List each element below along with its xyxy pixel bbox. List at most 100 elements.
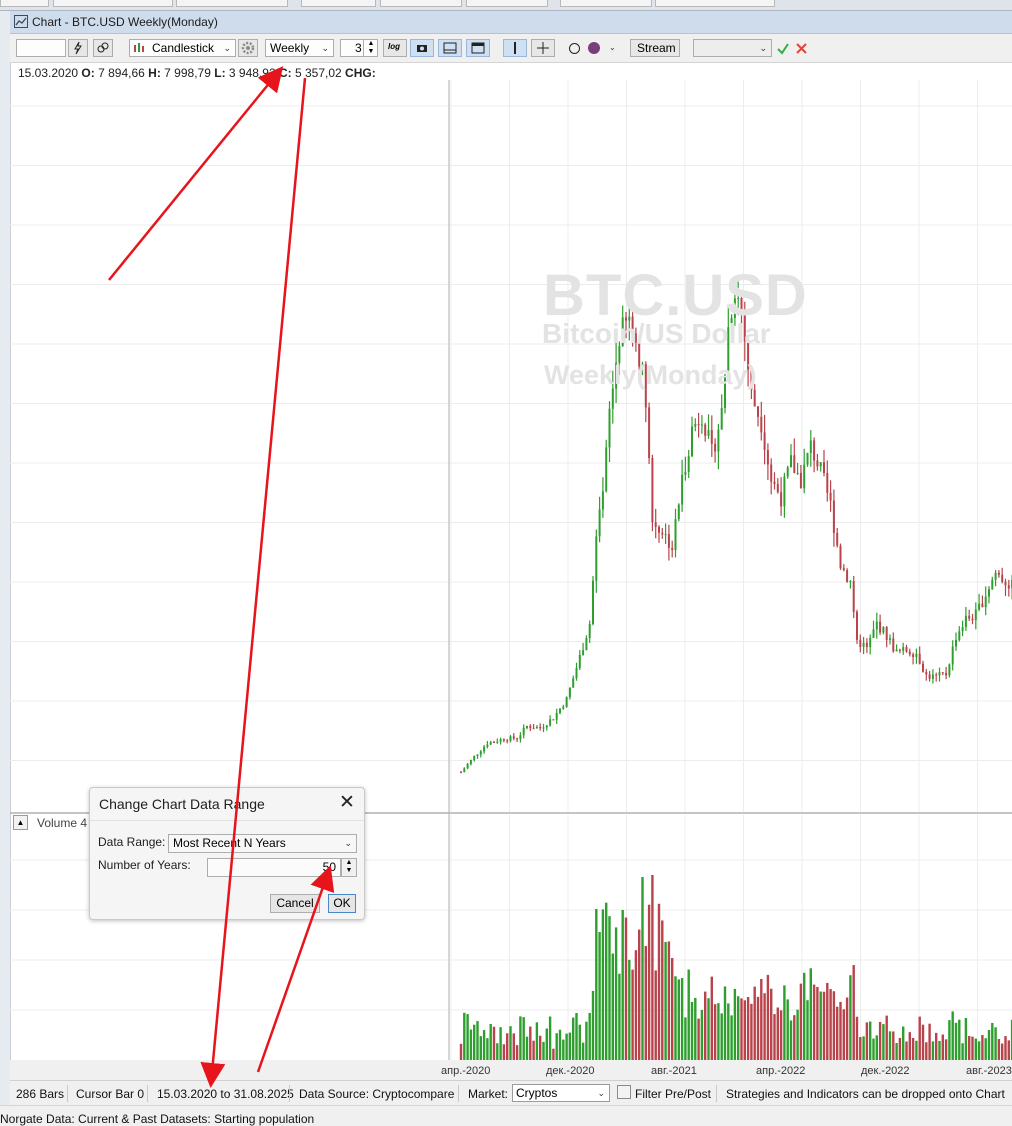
candle-body xyxy=(509,736,512,741)
chart-window-title-bar[interactable]: Chart - BTC.USD Weekly(Monday) xyxy=(10,11,1012,34)
stream-button[interactable]: Stream xyxy=(630,39,680,57)
filter-pre-post-checkbox[interactable] xyxy=(617,1085,631,1099)
volume-bar xyxy=(525,1036,529,1060)
volume-bar xyxy=(542,1041,545,1060)
volume-bar xyxy=(991,1022,994,1060)
candle-body xyxy=(526,725,528,728)
pane-top-button[interactable] xyxy=(466,39,490,57)
data-range-select[interactable]: Most Recent N Years ⌄ xyxy=(168,834,357,853)
years-spinner[interactable]: ▲ ▼ xyxy=(341,858,357,877)
volume-bar xyxy=(763,993,766,1060)
crosshair-button[interactable] xyxy=(531,39,555,57)
top-tab[interactable] xyxy=(0,0,49,7)
symbol-input[interactable] xyxy=(16,39,66,57)
chart-style-select[interactable]: Candlestick ⌄ xyxy=(129,39,236,57)
volume-bar xyxy=(776,1007,779,1060)
volume-bar xyxy=(522,1017,525,1060)
close-x-icon[interactable] xyxy=(794,41,810,56)
vertical-cursor-button[interactable] xyxy=(503,39,527,57)
camera-button[interactable] xyxy=(410,39,434,57)
candle-body xyxy=(661,532,664,535)
candle-body xyxy=(803,464,806,489)
chart-style-settings-button[interactable] xyxy=(238,39,258,57)
top-tab[interactable] xyxy=(53,0,173,7)
candle-body xyxy=(938,672,941,676)
volume-bar xyxy=(944,1039,948,1060)
top-tab[interactable] xyxy=(176,0,288,7)
volume-bar xyxy=(997,1038,1001,1060)
x-tick-label: авг.-2021 xyxy=(651,1065,697,1077)
top-tab[interactable] xyxy=(655,0,775,7)
volume-bar xyxy=(506,1033,509,1060)
volume-bar xyxy=(565,1033,568,1060)
candle-body xyxy=(935,674,938,676)
candle-body xyxy=(473,755,476,760)
volume-bar xyxy=(921,1024,925,1060)
close-icon[interactable]: ✕ xyxy=(339,792,355,813)
candle-body xyxy=(832,500,835,533)
period-count-spinner[interactable]: 3 ▲ ▼ xyxy=(340,39,378,57)
volume-bar xyxy=(822,991,826,1060)
volume-bar xyxy=(753,986,756,1060)
volume-pane-collapse-button[interactable]: ▲ xyxy=(13,815,28,830)
spinner-arrows-icon[interactable]: ▲ ▼ xyxy=(363,40,378,56)
pane-bottom-button[interactable] xyxy=(438,39,462,57)
divider xyxy=(458,1085,459,1102)
top-tab[interactable] xyxy=(380,0,462,7)
ok-button[interactable]: OK xyxy=(328,894,356,913)
top-tab[interactable] xyxy=(560,0,652,7)
candle-body xyxy=(582,650,585,655)
volume-bar xyxy=(845,997,849,1060)
candle-body xyxy=(621,317,624,347)
volume-bar xyxy=(925,1042,928,1060)
checkmark-icon[interactable] xyxy=(775,41,791,56)
volume-bar xyxy=(842,1009,845,1060)
candle-body xyxy=(951,646,954,665)
date-range[interactable]: 15.03.2020 to 31.08.2025 xyxy=(157,1087,294,1101)
link-button[interactable] xyxy=(93,39,113,57)
volume-bar xyxy=(941,1034,944,1060)
volume-bar xyxy=(793,1015,796,1060)
top-tab[interactable] xyxy=(466,0,548,7)
change-data-range-dialog: Change Chart Data Range ✕ Data Range: Mo… xyxy=(89,787,365,920)
candle-body xyxy=(463,768,466,773)
candle-body xyxy=(700,424,703,426)
color-picker[interactable]: ⌄ xyxy=(585,40,625,56)
candle-body xyxy=(717,429,720,452)
periodicity-select[interactable]: Weekly ⌄ xyxy=(265,39,334,57)
svg-text:⌄: ⌄ xyxy=(609,43,616,52)
volume-bar xyxy=(654,970,657,1060)
volume-bar xyxy=(713,1004,717,1060)
candle-body xyxy=(499,739,502,742)
lightning-button[interactable] xyxy=(68,39,88,57)
log-scale-button[interactable]: log xyxy=(383,39,407,57)
market-select[interactable]: Cryptos ⌄ xyxy=(512,1084,610,1102)
drawing-select[interactable]: ⌄ xyxy=(693,39,772,57)
candle-body xyxy=(846,570,849,582)
candle-body xyxy=(905,647,908,652)
top-tab[interactable] xyxy=(301,0,376,7)
candle-body xyxy=(506,740,509,742)
candle-body xyxy=(747,341,750,370)
candle-body xyxy=(912,654,915,657)
candle-body xyxy=(819,462,822,467)
candle-body xyxy=(625,317,627,321)
candle-body xyxy=(489,742,492,745)
candle-body xyxy=(611,388,614,409)
candle-body xyxy=(697,424,700,426)
high-value: 7 998,79 xyxy=(164,66,211,80)
candle-body xyxy=(677,504,680,520)
circle-tool-icon[interactable] xyxy=(568,42,581,55)
years-input[interactable]: 50 xyxy=(207,858,341,877)
cancel-button[interactable]: Cancel xyxy=(270,894,320,913)
volume-bar xyxy=(463,1012,466,1060)
chart-panes[interactable]: апр.-2020 дек.-2020 авг.-2021 апр.-2022 дек.… xyxy=(10,80,1012,1080)
volume-bar xyxy=(733,988,737,1060)
volume-bar xyxy=(730,1015,733,1060)
candle-body xyxy=(529,725,532,729)
stream-label: Stream xyxy=(637,41,676,55)
chevron-down-icon: ⌄ xyxy=(321,43,329,53)
volume-bar xyxy=(756,996,760,1060)
volume-bar xyxy=(974,1038,977,1060)
gear-icon xyxy=(241,41,255,55)
